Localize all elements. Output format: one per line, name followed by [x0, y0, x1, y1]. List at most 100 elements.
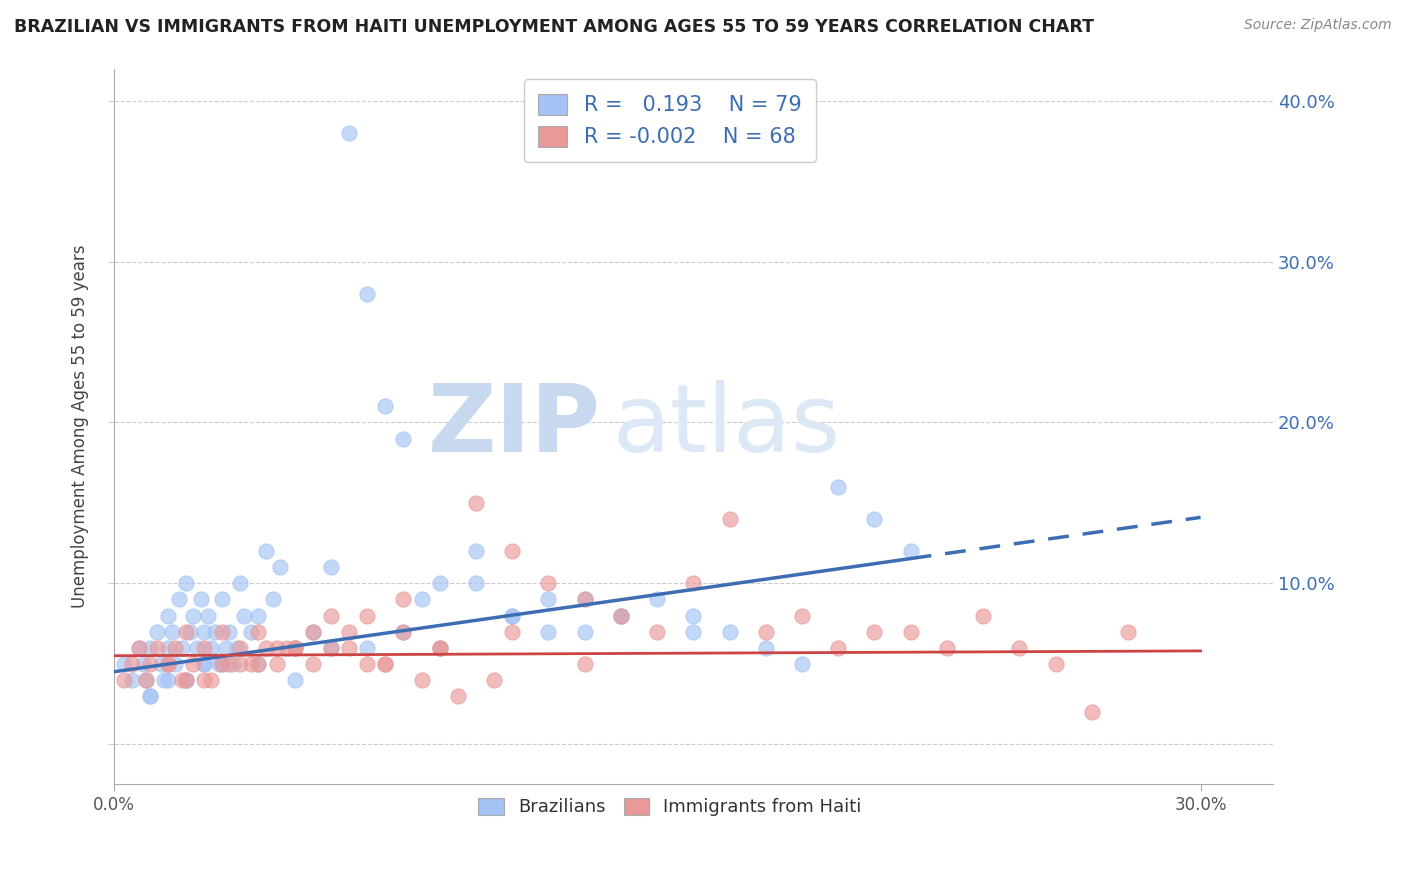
Point	[429, 576, 451, 591]
Point	[1045, 657, 1067, 671]
Point	[610, 608, 633, 623]
Point	[172, 673, 194, 687]
Point	[574, 657, 596, 671]
Point	[156, 657, 179, 671]
Point	[233, 608, 256, 623]
Point	[574, 624, 596, 639]
Point	[174, 576, 197, 591]
Point	[139, 657, 162, 671]
Point	[827, 480, 849, 494]
Point	[247, 657, 270, 671]
Point	[149, 657, 172, 671]
Point	[156, 640, 179, 655]
Point	[900, 624, 922, 639]
Point	[128, 640, 150, 655]
Point	[276, 640, 298, 655]
Point	[240, 657, 263, 671]
Point	[392, 432, 415, 446]
Point	[139, 689, 162, 703]
Point	[204, 624, 226, 639]
Point	[135, 673, 157, 687]
Point	[392, 624, 415, 639]
Point	[146, 640, 169, 655]
Point	[266, 657, 288, 671]
Point	[972, 608, 994, 623]
Point	[900, 544, 922, 558]
Point	[222, 657, 245, 671]
Point	[193, 657, 215, 671]
Point	[464, 496, 486, 510]
Point	[156, 657, 179, 671]
Point	[193, 640, 215, 655]
Point	[247, 608, 270, 623]
Point	[447, 689, 470, 703]
Point	[211, 592, 233, 607]
Point	[718, 624, 741, 639]
Point	[174, 673, 197, 687]
Point	[153, 673, 176, 687]
Text: ZIP: ZIP	[427, 381, 600, 473]
Point	[301, 624, 323, 639]
Point	[266, 640, 288, 655]
Point	[682, 608, 704, 623]
Point	[319, 608, 342, 623]
Point	[229, 576, 252, 591]
Point	[610, 608, 633, 623]
Point	[160, 624, 183, 639]
Point	[135, 673, 157, 687]
Text: Source: ZipAtlas.com: Source: ZipAtlas.com	[1244, 18, 1392, 32]
Point	[682, 576, 704, 591]
Point	[319, 640, 342, 655]
Point	[319, 640, 342, 655]
Point	[1008, 640, 1031, 655]
Point	[139, 640, 162, 655]
Point	[356, 286, 378, 301]
Point	[464, 576, 486, 591]
Point	[167, 592, 190, 607]
Point	[247, 624, 270, 639]
Point	[464, 544, 486, 558]
Point	[284, 640, 307, 655]
Point	[284, 640, 307, 655]
Point	[755, 624, 778, 639]
Point	[254, 544, 277, 558]
Point	[429, 640, 451, 655]
Point	[181, 657, 204, 671]
Point	[207, 657, 229, 671]
Point	[537, 624, 560, 639]
Point	[225, 640, 247, 655]
Point	[356, 608, 378, 623]
Point	[197, 608, 219, 623]
Point	[146, 624, 169, 639]
Point	[863, 512, 886, 526]
Point	[374, 657, 396, 671]
Point	[790, 608, 813, 623]
Point	[755, 640, 778, 655]
Text: BRAZILIAN VS IMMIGRANTS FROM HAITI UNEMPLOYMENT AMONG AGES 55 TO 59 YEARS CORREL: BRAZILIAN VS IMMIGRANTS FROM HAITI UNEMP…	[14, 18, 1094, 36]
Point	[319, 560, 342, 574]
Point	[229, 657, 252, 671]
Point	[301, 657, 323, 671]
Point	[284, 673, 307, 687]
Point	[262, 592, 284, 607]
Point	[269, 560, 291, 574]
Point	[186, 640, 208, 655]
Point	[128, 640, 150, 655]
Point	[429, 640, 451, 655]
Point	[121, 673, 143, 687]
Point	[139, 689, 162, 703]
Point	[392, 592, 415, 607]
Point	[131, 657, 153, 671]
Point	[190, 592, 212, 607]
Point	[200, 673, 222, 687]
Point	[574, 592, 596, 607]
Point	[179, 624, 201, 639]
Point	[682, 624, 704, 639]
Point	[827, 640, 849, 655]
Point	[574, 592, 596, 607]
Point	[211, 657, 233, 671]
Point	[429, 640, 451, 655]
Point	[356, 640, 378, 655]
Text: atlas: atlas	[612, 381, 841, 473]
Point	[174, 673, 197, 687]
